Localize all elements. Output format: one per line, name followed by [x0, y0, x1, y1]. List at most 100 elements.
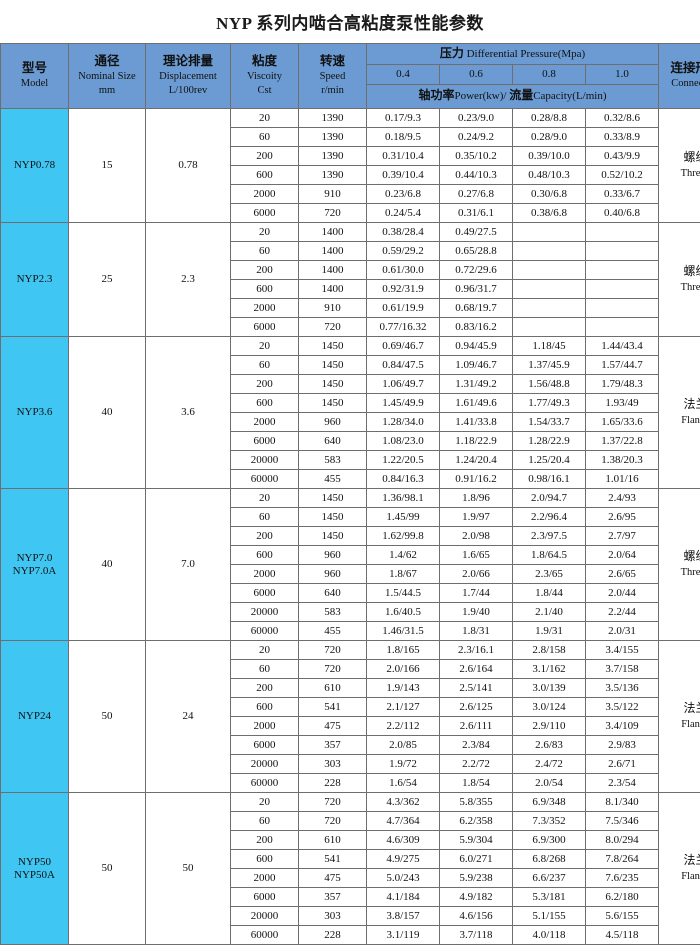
viscosity-cell: 600: [231, 850, 299, 869]
power-capacity-cell: 3.7/158: [586, 660, 659, 679]
power-capacity-cell: 1.54/33.7: [513, 413, 586, 432]
speed-cell: 960: [299, 413, 367, 432]
connection-en: Flange: [659, 719, 700, 731]
power-capacity-cell: 0.31/10.4: [367, 147, 440, 166]
header-row-main: 型号 Model 通径 Nominal Size mm 理论排量 Displac…: [1, 44, 700, 65]
power-capacity-cell: 2.5/141: [440, 679, 513, 698]
power-capacity-cell: 1.5/44.5: [367, 584, 440, 603]
power-capacity-cell: 0.52/10.2: [586, 166, 659, 185]
speed-cell: 960: [299, 565, 367, 584]
power-capacity-cell: 2.3/84: [440, 736, 513, 755]
speed-cell: 1450: [299, 394, 367, 413]
connection-cn: 螺纹: [659, 265, 700, 282]
header-model: 型号 Model: [1, 44, 69, 109]
model-label: NYP0.78: [1, 159, 68, 172]
viscosity-cell: 20: [231, 223, 299, 242]
power-capacity-cell: 1.8/31: [440, 622, 513, 641]
header-model-cn: 型号: [1, 61, 68, 77]
power-capacity-cell: 2.4/72: [513, 755, 586, 774]
speed-cell: 1400: [299, 261, 367, 280]
speed-cell: 583: [299, 451, 367, 470]
power-capacity-cell: 4.6/156: [440, 907, 513, 926]
model-label: NYP50A: [1, 869, 68, 882]
header-viscosity-cn: 粘度: [231, 54, 298, 70]
power-capacity-cell: 1.37/45.9: [513, 356, 586, 375]
power-capacity-cell: 1.6/65: [440, 546, 513, 565]
viscosity-cell: 60: [231, 128, 299, 147]
speed-cell: 910: [299, 299, 367, 318]
viscosity-cell: 200: [231, 147, 299, 166]
power-capacity-cell: 2.0/64: [586, 546, 659, 565]
header-pressure-0: 0.4: [367, 65, 440, 85]
power-capacity-cell: 0.83/16.2: [440, 318, 513, 337]
power-capacity-cell: 3.0/139: [513, 679, 586, 698]
model-cell: NYP2.3: [1, 223, 69, 337]
viscosity-cell: 6000: [231, 204, 299, 223]
power-capacity-cell: 7.6/235: [586, 869, 659, 888]
power-capacity-cell: 0.72/29.6: [440, 261, 513, 280]
power-capacity-cell: [586, 299, 659, 318]
connection-en: Thread: [659, 567, 700, 579]
header-viscosity-unit: Cst: [231, 84, 298, 98]
power-capacity-cell: 0.18/9.5: [367, 128, 440, 147]
power-capacity-cell: [513, 280, 586, 299]
power-capacity-cell: 1.8/67: [367, 565, 440, 584]
viscosity-cell: 600: [231, 280, 299, 299]
power-capacity-cell: 0.24/9.2: [440, 128, 513, 147]
header-measure-power-cn: 轴功率: [418, 88, 454, 104]
viscosity-cell: 200: [231, 375, 299, 394]
viscosity-cell: 20000: [231, 755, 299, 774]
power-capacity-cell: 6.6/237: [513, 869, 586, 888]
power-capacity-cell: 1.31/49.2: [440, 375, 513, 394]
header-measure-row: 轴功率Power(kw)/ 流量Capacity(L/min): [367, 85, 659, 109]
speed-cell: 720: [299, 204, 367, 223]
speed-cell: 910: [299, 185, 367, 204]
connection-en: Thread: [659, 282, 700, 294]
connection-cn: 法兰: [659, 702, 700, 719]
header-displacement-unit: L/100rev: [146, 84, 230, 98]
power-capacity-cell: 1.45/49.9: [367, 394, 440, 413]
table-header: 型号 Model 通径 Nominal Size mm 理论排量 Displac…: [1, 44, 700, 109]
header-viscosity: 粘度 Viscoity Cst: [231, 44, 299, 109]
connection-cell: 法兰Flange: [659, 641, 700, 793]
power-capacity-cell: 3.1/119: [367, 926, 440, 945]
viscosity-cell: 2000: [231, 185, 299, 204]
power-capacity-cell: 2.3/54: [586, 774, 659, 793]
power-capacity-cell: [513, 299, 586, 318]
power-capacity-cell: 1.28/34.0: [367, 413, 440, 432]
power-capacity-cell: 2.1/127: [367, 698, 440, 717]
power-capacity-cell: 0.43/9.9: [586, 147, 659, 166]
speed-cell: 475: [299, 717, 367, 736]
power-capacity-cell: 3.5/136: [586, 679, 659, 698]
power-capacity-cell: 1.09/46.7: [440, 356, 513, 375]
power-capacity-cell: 0.23/6.8: [367, 185, 440, 204]
header-connection-cn: 连接形式: [659, 61, 700, 77]
speed-cell: 475: [299, 869, 367, 888]
power-capacity-cell: 2.6/111: [440, 717, 513, 736]
power-capacity-cell: 2.0/54: [513, 774, 586, 793]
viscosity-cell: 20: [231, 793, 299, 812]
speed-cell: 357: [299, 888, 367, 907]
power-capacity-cell: 0.98/16.1: [513, 470, 586, 489]
speed-cell: 1390: [299, 128, 367, 147]
viscosity-cell: 20: [231, 109, 299, 128]
power-capacity-cell: 1.9/31: [513, 622, 586, 641]
power-capacity-cell: 0.28/9.0: [513, 128, 586, 147]
table-row: NYP2.3252.32014000.38/28.40.49/27.5螺纹Thr…: [1, 223, 700, 242]
power-capacity-cell: 2.0/166: [367, 660, 440, 679]
viscosity-cell: 60000: [231, 470, 299, 489]
viscosity-cell: 600: [231, 698, 299, 717]
power-capacity-cell: 2.6/95: [586, 508, 659, 527]
power-capacity-cell: 2.6/83: [513, 736, 586, 755]
header-pressure-1: 0.6: [440, 65, 513, 85]
displacement-cell: 24: [146, 641, 231, 793]
header-pressure-2: 0.8: [513, 65, 586, 85]
power-capacity-cell: 0.39/10.4: [367, 166, 440, 185]
model-label: NYP24: [1, 710, 68, 723]
displacement-cell: 0.78: [146, 109, 231, 223]
power-capacity-cell: 0.69/46.7: [367, 337, 440, 356]
power-capacity-cell: 6.2/358: [440, 812, 513, 831]
